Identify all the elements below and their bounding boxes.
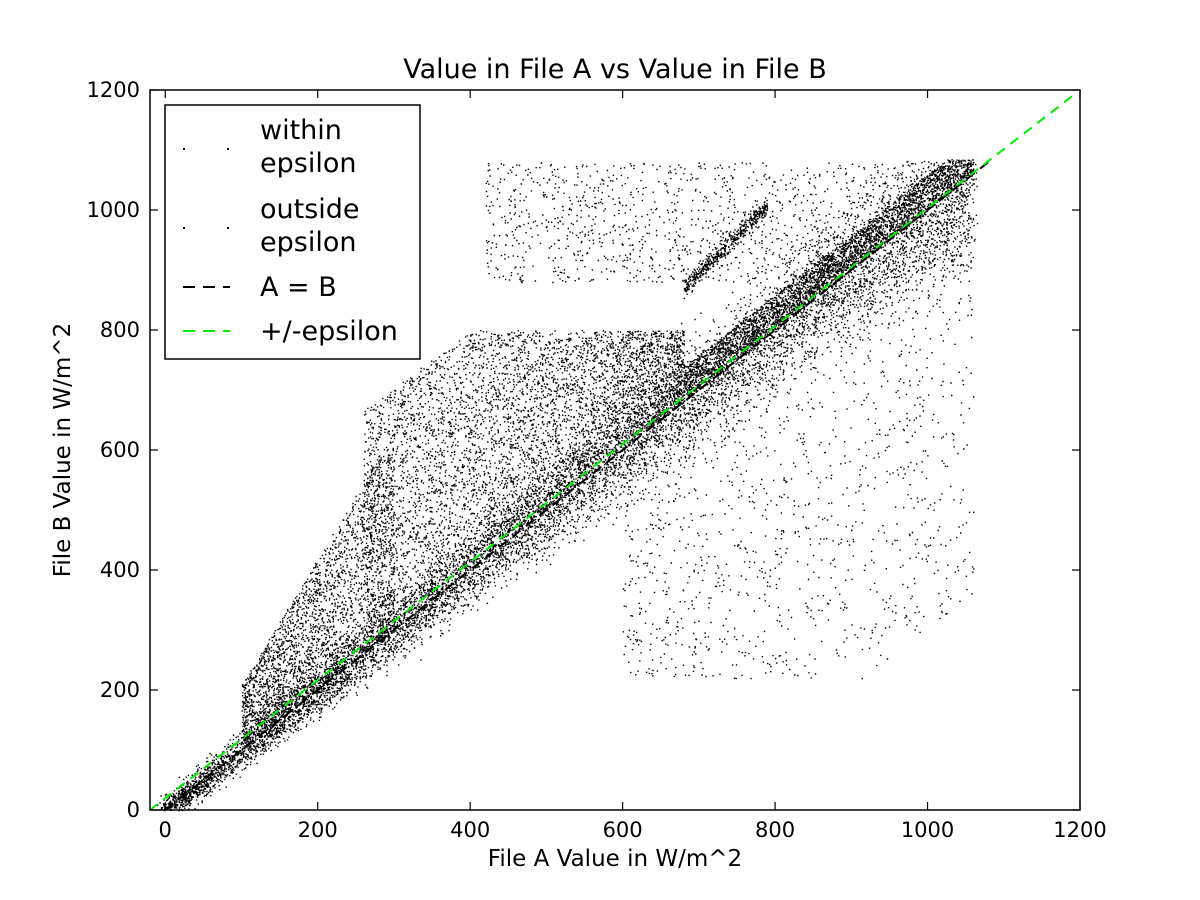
- legend-label-within-line1: within: [260, 115, 342, 146]
- line-a-equals-b: [164, 161, 990, 811]
- y-tick-label: 200: [100, 678, 140, 702]
- line-plus-minus-epsilon: [149, 95, 1073, 811]
- legend-label-outside-epsilon: outside epsilon: [260, 194, 368, 258]
- y-tick-label: 0: [127, 798, 140, 822]
- legend-label-outside-line1: outside: [260, 194, 360, 225]
- chart-title: Value in File A vs Value in File B: [403, 54, 827, 85]
- axis-ticks: 0 200 400 600 800 1000 1200 0 200 400 600 800 1000 12…: [87, 78, 1107, 842]
- legend-label-epsilon: +/-epsilon: [260, 316, 398, 347]
- scatter-points-layer: [155, 159, 979, 812]
- legend: within epsilon outside epsilon A = B +/-…: [164, 104, 421, 360]
- x-tick-label: 1200: [1053, 818, 1106, 842]
- x-axis-label: File A Value in W/m^2: [488, 846, 742, 872]
- y-tick-label: 800: [100, 318, 140, 342]
- legend-marker-outside-epsilon-2: [227, 227, 229, 229]
- legend-marker-outside-epsilon: [183, 227, 185, 229]
- y-tick-label: 1200: [87, 78, 140, 102]
- y-tick-label: 400: [100, 558, 140, 582]
- y-tick-label: 1000: [87, 198, 140, 222]
- legend-marker-within-epsilon-2: [227, 148, 229, 150]
- x-tick-label: 1000: [901, 818, 954, 842]
- legend-label-outside-line2: epsilon: [260, 227, 356, 258]
- legend-label-within-epsilon: within epsilon: [260, 115, 356, 179]
- x-tick-label: 200: [298, 818, 338, 842]
- scatter-points: [155, 159, 979, 812]
- x-tick-label: 800: [755, 818, 795, 842]
- y-axis-label: File B Value in W/m^2: [50, 323, 76, 577]
- x-tick-label: 0: [159, 818, 172, 842]
- legend-box: [164, 104, 421, 360]
- x-tick-label: 400: [450, 818, 490, 842]
- y-tick-label: 600: [100, 438, 140, 462]
- legend-label-a-equals-b: A = B: [260, 272, 337, 303]
- reference-lines-layer: [149, 95, 1073, 811]
- legend-label-within-line2: epsilon: [260, 148, 356, 179]
- x-tick-label: 600: [603, 818, 643, 842]
- legend-marker-within-epsilon: [183, 148, 185, 150]
